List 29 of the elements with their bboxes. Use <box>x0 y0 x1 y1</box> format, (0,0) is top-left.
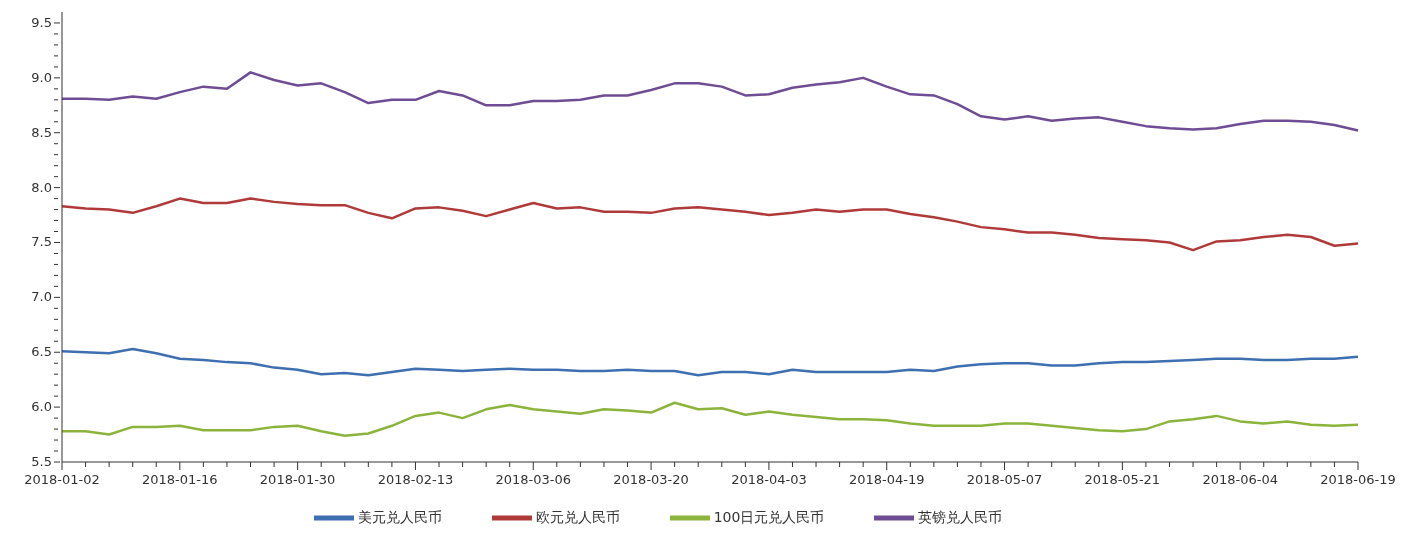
x-tick-label: 2018-04-03 <box>731 472 807 487</box>
line-series <box>60 347 1360 377</box>
x-tick-label: 2018-05-07 <box>966 472 1043 487</box>
legend-label: 欧元兑人民币 <box>535 509 620 525</box>
line-series <box>60 401 1360 437</box>
y-tick-label: 7.5 <box>31 234 52 250</box>
x-tick-label: 2018-03-20 <box>613 472 689 487</box>
line-series <box>60 71 1360 132</box>
x-tick-label: 2018-01-30 <box>259 472 336 487</box>
x-tick-label: 2018-01-02 <box>24 472 100 487</box>
y-tick-label: 9.5 <box>31 14 52 30</box>
x-tick-label: 2018-05-21 <box>1084 472 1161 487</box>
x-tick-label: 2018-04-19 <box>848 472 925 487</box>
y-tick-label: 6.0 <box>31 399 52 415</box>
x-tick-label: 2018-03-06 <box>495 472 572 487</box>
legend-label: 英镑兑人民币 <box>918 509 1003 525</box>
x-tick-label: 2018-06-19 <box>1320 472 1396 487</box>
y-tick-label: 8.5 <box>31 124 52 140</box>
y-tick-label: 9.0 <box>31 69 52 85</box>
legend-label: 100日元兑人民币 <box>713 509 825 525</box>
x-tick-label: 2018-06-04 <box>1202 472 1278 487</box>
x-tick-label: 2018-01-16 <box>142 472 218 487</box>
y-tick-label: 8.0 <box>31 179 52 195</box>
y-tick-label: 7.0 <box>31 289 52 305</box>
line-series <box>60 197 1360 252</box>
x-tick-label: 2018-02-13 <box>377 472 454 487</box>
y-tick-label: 6.5 <box>31 344 52 360</box>
y-tick-label: 5.5 <box>31 454 52 469</box>
legend-label: 美元兑人民币 <box>357 509 442 525</box>
